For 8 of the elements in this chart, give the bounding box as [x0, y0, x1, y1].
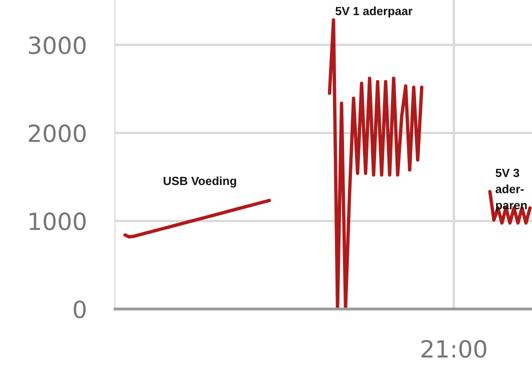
annotation: USB Voeding: [164, 176, 236, 188]
annotation: 5V 1 aderpaar: [336, 6, 412, 18]
annotation: 5V 3 ader- paren: [496, 168, 527, 212]
y-tick-label: 2000: [28, 124, 86, 142]
y-tick-label: 3000: [28, 36, 86, 54]
x-tick-label: 21:00: [422, 340, 486, 358]
y-tick-label: 1000: [30, 212, 86, 230]
y-tick-label: 0: [74, 300, 86, 318]
